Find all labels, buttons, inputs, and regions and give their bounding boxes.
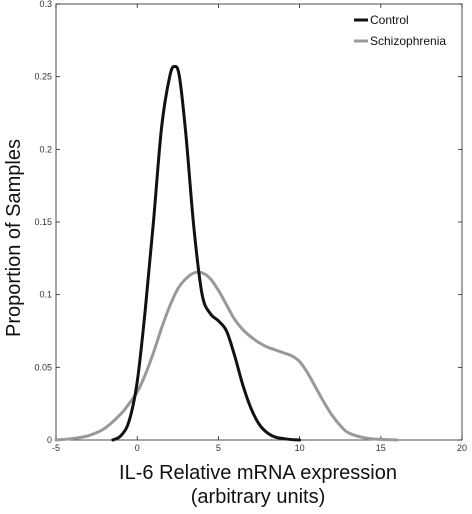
y-axis-title: Proportion of Samples [3, 139, 25, 337]
legend-label-control: Control [370, 13, 409, 27]
y-tick-label: 0.15 [34, 217, 52, 227]
y-tick-label: 0 [47, 435, 52, 445]
x-tick-label: 5 [216, 443, 221, 453]
legend-label-schizophrenia: Schizophrenia [370, 34, 446, 48]
axes-frame [55, 3, 463, 441]
series-lines [54, 64, 399, 442]
y-tick-label: 0.3 [39, 0, 52, 9]
x-axis-title-line1: IL-6 Relative mRNA expression [119, 462, 397, 484]
x-tick-label: 0 [135, 443, 140, 453]
y-tick-label: 0.25 [34, 72, 52, 82]
y-tick-label: 0.2 [39, 144, 52, 154]
legend: Control Schizophrenia [354, 13, 446, 48]
x-axis-title-line2: (arbitrary units) [191, 486, 325, 508]
y-tick-label: 0.1 [39, 290, 52, 300]
plot-frame [55, 3, 463, 441]
x-tick-label: -5 [52, 443, 60, 453]
series-line-control [111, 64, 302, 442]
x-tick-label: 10 [295, 443, 305, 453]
x-tick-label: 20 [457, 443, 467, 453]
x-tick-label: 15 [376, 443, 386, 453]
series-line-schizophrenia [54, 270, 399, 442]
y-tick-label: 0.05 [34, 362, 52, 372]
